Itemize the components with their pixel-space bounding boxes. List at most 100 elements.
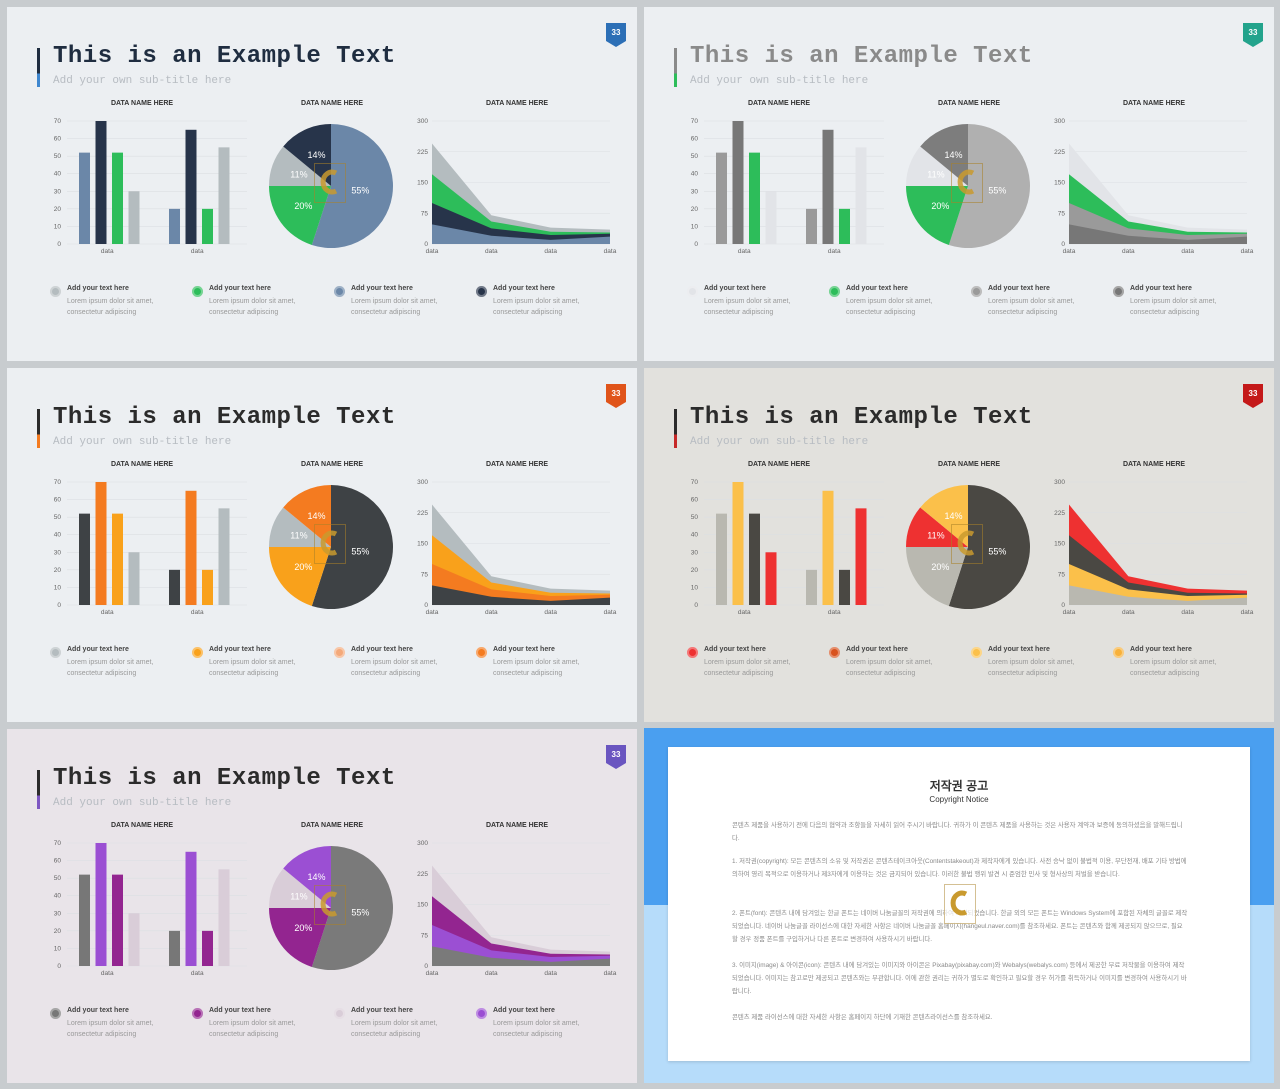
pie-chart: 55% 20% 11%14% <box>269 124 393 248</box>
bar <box>839 569 850 605</box>
pie-slice <box>311 846 393 970</box>
legend-body: Lorem ipsum dolor sit amet, consectetur … <box>209 298 296 316</box>
bar-y-tick: 20 <box>54 928 62 935</box>
area-y-tick: 75 <box>421 932 429 939</box>
area-y-tick: 225 <box>417 149 428 156</box>
bar <box>169 569 180 605</box>
slide-title: This is an Example Text <box>53 404 396 431</box>
pie-chart-title: DATA NAME HERE <box>937 100 1001 107</box>
area-x-tick: data <box>544 970 557 977</box>
page-number: 33 <box>1248 28 1258 37</box>
notice-subtitle: Copyright Notice <box>929 795 989 804</box>
bar <box>855 147 867 244</box>
bar <box>79 874 90 966</box>
legend-item: Add your text here Lorem ipsum dolor sit … <box>687 285 817 317</box>
legend-dot-icon <box>334 1008 345 1019</box>
pie-slice-label: 14% <box>944 150 962 160</box>
area-chart: 0 75 150 225 300 data data data data <box>1054 479 1254 616</box>
area-x-tick: data <box>426 970 439 977</box>
legend-heading: Add your text here <box>351 646 413 653</box>
bar-y-tick: 0 <box>57 602 61 609</box>
pie-slice-label: 20% <box>294 562 312 572</box>
notice-intro: 콘텐츠 제품을 사용하기 전에 다음의 협약과 조항들을 자세히 읽어 주시기 … <box>732 822 1183 842</box>
area-y-tick: 0 <box>424 602 428 609</box>
slide-subtitle: Add your own sub-title here <box>53 436 232 448</box>
legend-body: Lorem ipsum dolor sit amet, consectetur … <box>1130 298 1217 316</box>
legend-item: Add your text here Lorem ipsum dolor sit … <box>334 646 464 678</box>
pie-slice <box>283 846 331 908</box>
bar-chart-title: DATA NAME HERE <box>110 100 174 107</box>
area-y-tick: 75 <box>1058 210 1066 217</box>
area-y-tick: 225 <box>417 510 428 517</box>
slide-subtitle: Add your own sub-title here <box>690 436 869 448</box>
area-layer <box>1069 224 1247 244</box>
bar <box>822 129 834 244</box>
area-x-tick: data <box>544 248 557 255</box>
bar-y-tick: 10 <box>54 223 62 230</box>
bar-y-tick: 50 <box>691 153 699 160</box>
pie-chart-title: DATA NAME HERE <box>937 461 1001 468</box>
area-y-tick: 150 <box>417 180 428 187</box>
area-chart-title: DATA NAME HERE <box>485 461 549 468</box>
slide-subtitle: Add your own sub-title here <box>53 797 232 809</box>
legend-item: Add your text here Lorem ipsum dolor sit … <box>50 285 180 317</box>
page-number-badge: 33 <box>602 745 630 769</box>
badge-shape <box>1243 23 1263 47</box>
pie-slice <box>948 485 1030 609</box>
bar <box>749 152 760 244</box>
area-y-tick: 225 <box>1054 149 1065 156</box>
pie-slice-label: 55% <box>988 547 1006 557</box>
area-x-tick: data <box>426 248 439 255</box>
area-x-tick: data <box>604 609 617 616</box>
area-y-tick: 225 <box>417 871 428 878</box>
pie-chart-title: DATA NAME HERE <box>300 461 364 468</box>
bar <box>185 129 197 244</box>
bar <box>855 508 867 605</box>
slide-title: This is an Example Text <box>53 43 396 70</box>
legend-body: Lorem ipsum dolor sit amet, consectetur … <box>493 1020 580 1038</box>
bar <box>128 913 140 966</box>
area-y-tick: 0 <box>424 241 428 248</box>
legend-dot-icon <box>687 647 698 658</box>
legend-body: Lorem ipsum dolor sit amet, consectetur … <box>846 659 933 677</box>
pie-slice-label: 14% <box>307 872 325 882</box>
bar <box>839 208 850 244</box>
bar <box>765 191 777 244</box>
bar <box>202 569 213 605</box>
bar <box>128 552 140 605</box>
legend-dot-icon <box>334 286 345 297</box>
area-layer <box>432 224 610 244</box>
area-x-tick: data <box>604 970 617 977</box>
bar <box>749 513 760 605</box>
bar-x-tick: data <box>191 970 204 977</box>
area-x-tick: data <box>485 248 498 255</box>
bar <box>218 147 230 244</box>
badge-shape <box>606 384 626 408</box>
pie-slice <box>269 507 331 547</box>
legend-heading: Add your text here <box>846 646 908 653</box>
bar <box>169 208 180 244</box>
legend-heading: Add your text here <box>704 285 766 292</box>
bar <box>732 121 744 244</box>
legend-item: Add your text here Lorem ipsum dolor sit … <box>192 646 322 678</box>
pie-slice-label: 20% <box>931 562 949 572</box>
bar <box>79 152 90 244</box>
bar-x-tick: data <box>101 248 114 255</box>
pie-slice <box>283 124 331 186</box>
legend-dot-icon <box>50 647 61 658</box>
pie-slice-label: 11% <box>290 530 307 540</box>
legend-body: Lorem ipsum dolor sit amet, consectetur … <box>67 659 154 677</box>
bar-x-tick: data <box>828 609 841 616</box>
page-number: 33 <box>611 389 621 398</box>
title-accent-bar <box>37 770 40 809</box>
pie-slice <box>311 124 393 248</box>
legend-dot-icon <box>334 647 345 658</box>
area-x-tick: data <box>1241 248 1254 255</box>
legend-item: Add your text here Lorem ipsum dolor sit … <box>50 1007 180 1039</box>
bar-y-tick: 10 <box>691 223 699 230</box>
notice-image-clause: 3. 이미지(image) & 아이콘(icon): 콘텐츠 내에 담겨있는 이… <box>732 962 1187 995</box>
bar-chart-title: DATA NAME HERE <box>110 461 174 468</box>
bar-y-tick: 20 <box>54 206 62 213</box>
legend-dot-icon <box>476 286 487 297</box>
area-layer <box>432 585 610 605</box>
